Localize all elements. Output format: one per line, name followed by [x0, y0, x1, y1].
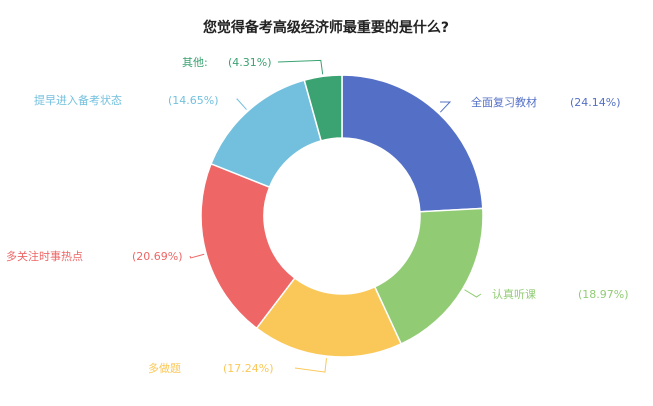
slice-label-4: 多关注时事热点 — [6, 249, 83, 263]
slice-1[interactable] — [341, 74, 484, 213]
slice-group — [200, 74, 484, 358]
slice-value-6: (4.31%) — [228, 56, 272, 69]
slice-5[interactable] — [210, 79, 323, 189]
slice-value-1: (24.14%) — [570, 96, 621, 109]
leader-line-5 — [236, 98, 247, 110]
slice-label-2: 认真听课 — [492, 287, 536, 301]
slice-label-6: 其他: — [182, 56, 208, 69]
slice-value-2: (18.97%) — [578, 288, 629, 301]
slice-label-5: 提早进入备考状态 — [34, 93, 122, 107]
slice-value-3: (17.24%) — [223, 362, 274, 375]
slice-value-5: (14.65%) — [168, 94, 219, 107]
chart-title: 您觉得备考高级经济师最重要的是什么? — [203, 19, 449, 36]
leader-line-2 — [464, 289, 482, 298]
slice-value-4: (20.69%) — [132, 250, 183, 263]
label-group: 全面复习教材 (24.14%) 认真听课 (18.97%) 多做题 (17.24%) 多关注… — [6, 56, 629, 375]
leader-line-3 — [294, 358, 327, 373]
leader-line-4 — [189, 253, 205, 259]
slice-6[interactable] — [303, 74, 343, 142]
leader-line-6 — [277, 59, 324, 75]
slice-label-1: 全面复习教材 — [471, 95, 537, 109]
slice-label-3: 多做题 — [148, 361, 181, 375]
leader-line-1 — [439, 101, 452, 113]
slice-4[interactable] — [200, 162, 296, 330]
